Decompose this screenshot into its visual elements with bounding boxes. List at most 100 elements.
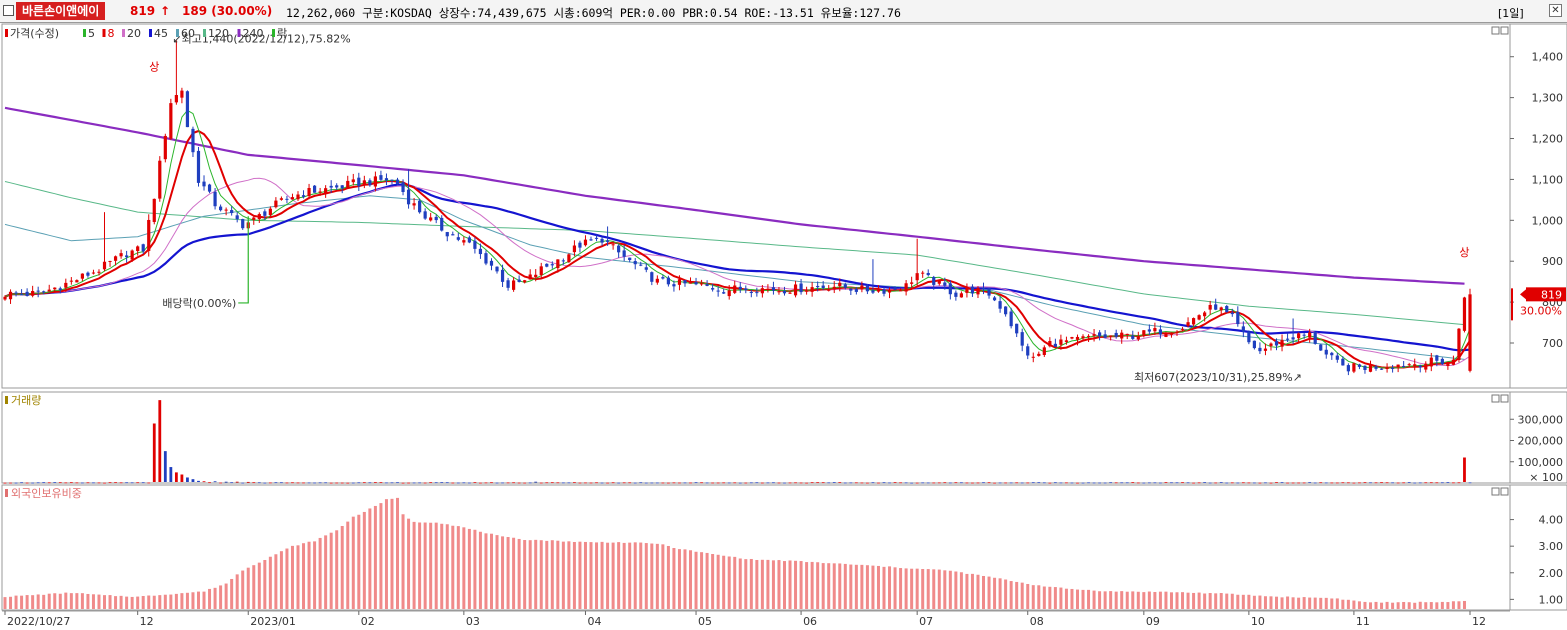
foreign-bar <box>816 562 820 609</box>
date-tick-label: 2023/01 <box>250 615 296 628</box>
price-tick-label: 1,200 <box>1532 133 1564 146</box>
foreign-bar <box>1263 596 1267 609</box>
candle-body <box>1429 357 1433 367</box>
volume-bar <box>655 482 659 484</box>
foreign-bar <box>1197 592 1201 609</box>
candle-body <box>224 209 228 211</box>
foreign-bar <box>1192 592 1196 609</box>
candle-body <box>1291 337 1295 340</box>
candle-body <box>1103 334 1107 338</box>
candle-body <box>1374 366 1378 369</box>
foreign-bar <box>799 561 803 609</box>
foreign-bar <box>893 567 897 609</box>
candle-body <box>561 260 565 262</box>
volume-bar <box>534 481 538 483</box>
candle-body <box>296 194 300 200</box>
candle-body <box>1203 312 1207 317</box>
candle-body <box>91 272 96 274</box>
volume-bar <box>948 482 952 484</box>
volume-bar <box>501 482 504 484</box>
candle-body <box>1440 358 1444 365</box>
ma45-line <box>4 183 1471 352</box>
candle-body <box>539 266 543 275</box>
foreign-bar <box>152 595 156 609</box>
volume-bar <box>794 482 797 484</box>
close-icon[interactable]: ✕ <box>1549 4 1562 17</box>
volume-bar <box>14 482 18 484</box>
foreign-bar <box>1335 598 1339 609</box>
period-selector[interactable]: [1일] <box>1498 7 1524 20</box>
volume-bar <box>633 482 637 484</box>
volume-bar <box>291 482 294 484</box>
candle-body <box>406 189 411 205</box>
volume-bar <box>1264 482 1267 484</box>
foreign-bar <box>744 559 748 609</box>
candle-body <box>484 253 488 264</box>
volume-bar <box>1330 482 1334 484</box>
foreign-bar <box>1297 597 1301 609</box>
volume-bar <box>877 482 880 484</box>
select-checkbox[interactable] <box>3 5 14 16</box>
foreign-bar <box>324 535 328 609</box>
candle-body <box>1335 355 1339 360</box>
volume-bar <box>58 482 62 484</box>
foreign-bar <box>1020 582 1024 609</box>
volume-bar <box>1280 482 1284 484</box>
candle-body <box>523 280 527 283</box>
foreign-bar <box>937 569 941 609</box>
candle-body <box>169 103 173 139</box>
candle-body <box>97 271 101 273</box>
foreign-bar <box>418 522 422 609</box>
foreign-bar <box>141 595 145 609</box>
foreign-bar <box>163 594 167 609</box>
candle-body <box>340 185 344 189</box>
volume-bar <box>705 482 709 484</box>
candle-body <box>788 292 792 294</box>
foreign-bar <box>611 542 615 609</box>
candle-body <box>1180 328 1185 330</box>
volume-bar <box>473 482 477 484</box>
volume-bar <box>1098 482 1102 484</box>
volume-bar <box>1247 482 1251 484</box>
volume-bar <box>180 474 184 482</box>
date-tick-label: 10 <box>1251 615 1265 628</box>
candle-body <box>1424 363 1428 370</box>
candle-body <box>301 195 306 197</box>
foreign-bar <box>20 595 24 609</box>
volume-bar <box>197 480 200 482</box>
candle-body <box>733 285 737 293</box>
foreign-bar <box>329 532 333 609</box>
volume-bar <box>285 482 289 484</box>
foreign-bar <box>202 591 206 609</box>
foreign-bar <box>1286 596 1290 609</box>
volume-legend-label: 거래량 <box>11 394 41 407</box>
volume-bar <box>622 482 626 484</box>
candle-body <box>263 211 267 216</box>
volume-bar <box>683 482 687 484</box>
current-change-label: 30.00% <box>1520 304 1562 317</box>
volume-bar <box>1230 482 1234 484</box>
foreign-bar <box>888 566 892 609</box>
candle-body <box>390 179 394 181</box>
foreign-bar <box>97 594 101 609</box>
candle-body <box>1302 334 1306 336</box>
foreign-bar <box>296 545 300 609</box>
foreign-bar <box>1457 601 1461 609</box>
stock-name-badge[interactable]: 바른손이앤에이 <box>16 2 106 20</box>
foreign-bar <box>501 536 505 609</box>
volume-bar <box>567 482 571 484</box>
candle-body <box>589 239 593 241</box>
candle-body <box>760 288 764 294</box>
volume-bar <box>440 482 444 484</box>
legend-swatch <box>272 29 275 37</box>
foreign-bar <box>169 594 173 609</box>
volume-bar <box>307 482 311 484</box>
foreign-bar <box>982 575 986 609</box>
volume-bar <box>1197 482 1201 484</box>
candle-body <box>816 285 820 288</box>
candle-body <box>64 282 68 288</box>
foreign-bar <box>235 574 239 609</box>
volume-bar <box>716 482 720 484</box>
volume-bar <box>1042 482 1046 484</box>
candle-body <box>86 272 90 276</box>
